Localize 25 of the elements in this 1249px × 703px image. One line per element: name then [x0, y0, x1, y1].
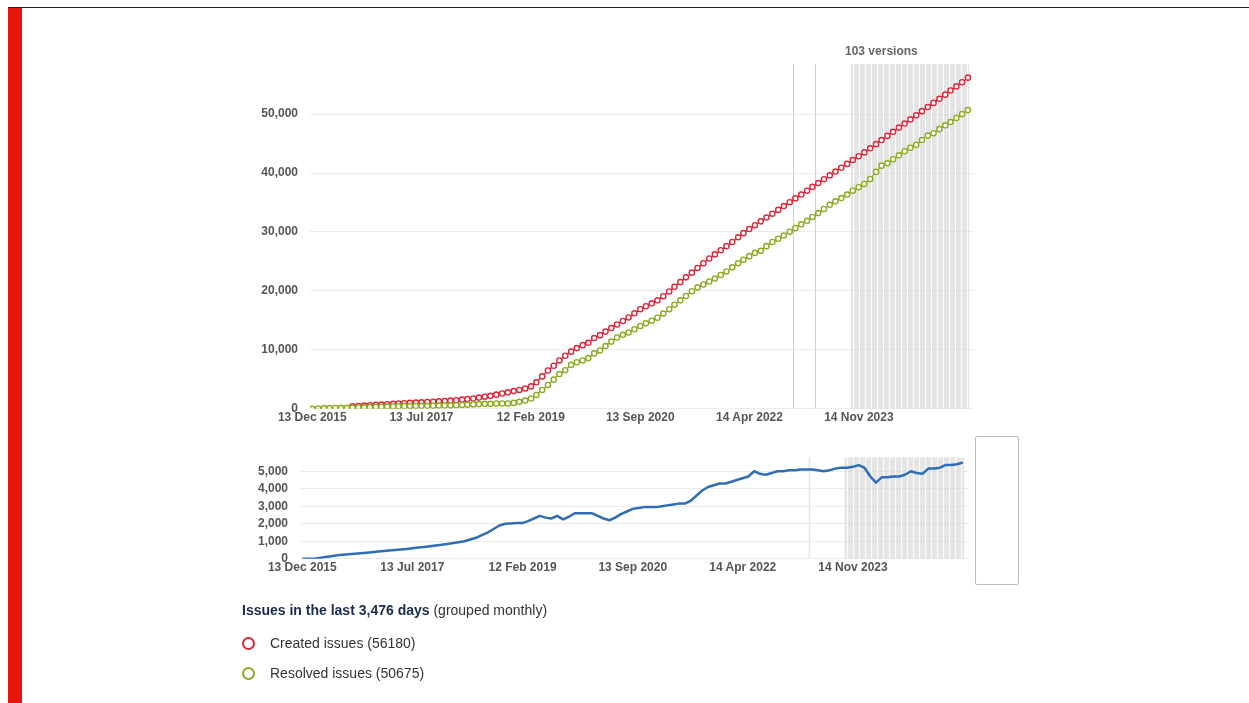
- y-tick-label: 4,000: [257, 481, 289, 496]
- y-tick-label: 50,000: [261, 106, 299, 121]
- y-tick-label: 5,000: [257, 463, 289, 478]
- y-tick-label: 40,000: [261, 165, 299, 180]
- x-tick-label: 13 Jul 2017: [380, 560, 445, 575]
- y-tick-label: 20,000: [261, 283, 299, 298]
- y-tick-label: 30,000: [261, 224, 299, 239]
- x-tick-label: 12 Feb 2019: [488, 560, 557, 575]
- text: (grouped monthly): [432, 602, 548, 618]
- y-tick-label: 10,000: [261, 342, 299, 357]
- x-tick-label: 13 Jul 2017: [389, 410, 454, 425]
- x-tick-label: 14 Apr 2022: [716, 410, 784, 425]
- x-tick-label: 14 Apr 2022: [709, 560, 777, 575]
- y-tick-label: 1,000: [257, 533, 289, 548]
- x-tick-label: 13 Sep 2020: [598, 560, 668, 575]
- text: Issues in the last 3,476 days: [242, 602, 430, 618]
- legend-label: Resolved issues (50675): [270, 665, 425, 681]
- text: 103 versions: [845, 44, 919, 59]
- legend-label: Created issues (56180): [270, 635, 416, 651]
- x-tick-label: 13 Sep 2020: [605, 410, 675, 425]
- x-tick-label: 12 Feb 2019: [496, 410, 566, 425]
- y-tick-label: 3,000: [257, 498, 289, 513]
- y-tick-label: 2,000: [257, 516, 289, 531]
- x-tick-label: 14 Nov 2023: [824, 410, 894, 425]
- x-tick-label: 14 Nov 2023: [818, 560, 889, 575]
